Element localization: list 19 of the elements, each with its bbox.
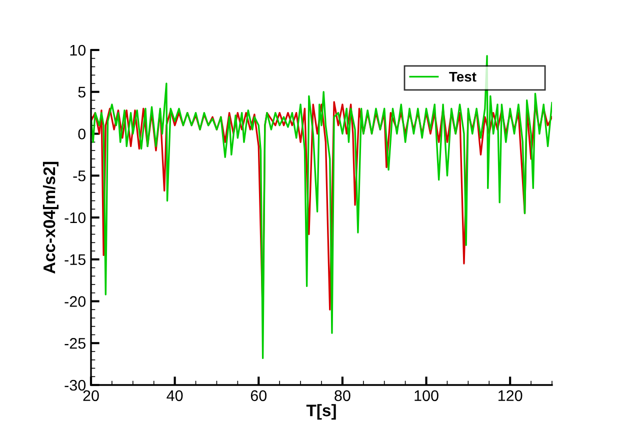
y-axis-title: Acc-x04[m/s2] [42,162,59,274]
legend-label: Test [449,72,476,82]
y-tick-label: -20 [64,296,86,307]
x-tick-label: 100 [414,390,438,402]
y-tick-label: 10 [70,44,86,56]
line-series [91,55,552,360]
x-tick-label: 120 [498,390,522,402]
y-tick-label: 0 [78,128,86,140]
y-tick-label: 5 [78,86,86,98]
x-tick-label: 20 [83,390,99,402]
y-tick-label: -15 [64,254,86,266]
x-axis-title: T[s] [306,404,336,420]
x-tick-label: 60 [250,390,267,402]
y-tick-label: -5 [73,170,86,182]
y-tick-label: -10 [64,212,86,224]
x-tick-label: 80 [334,390,350,402]
x-tick-label: 40 [166,390,183,402]
y-tick-label: -30 [64,380,86,391]
y-tick-label: -25 [64,338,86,349]
